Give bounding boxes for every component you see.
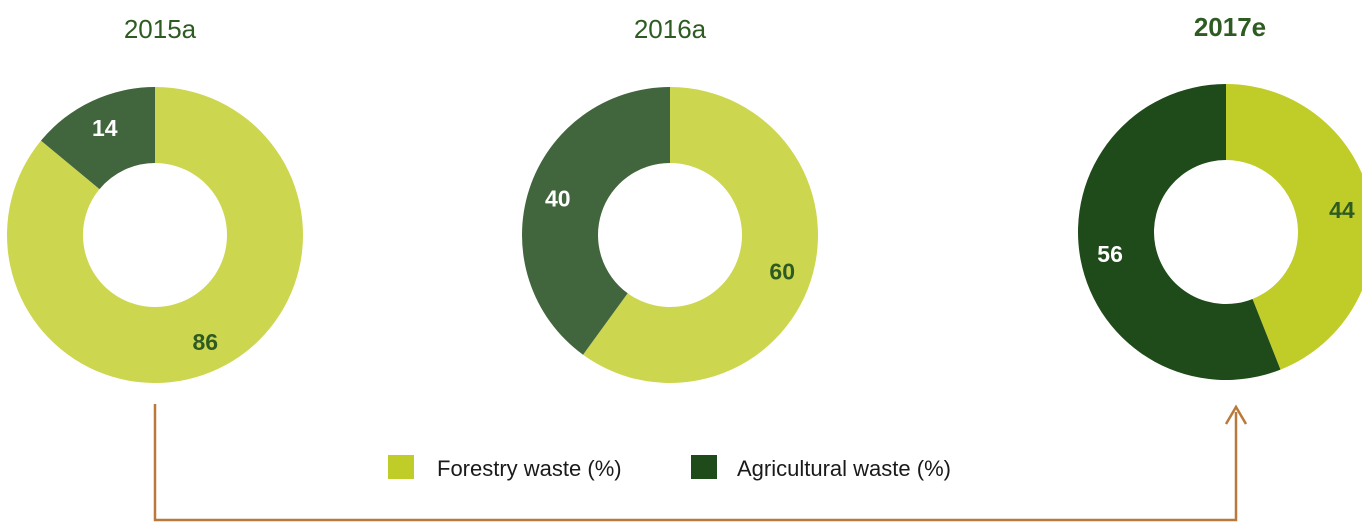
donut-chart-2015a: 2015a 86 14 (6, 14, 304, 384)
data-label-agricultural-waste: 40 (545, 186, 571, 212)
data-label-forestry-waste: 44 (1329, 197, 1355, 223)
slice-agricultural-waste (522, 87, 670, 355)
legend-swatch-agricultural (691, 455, 717, 479)
slice-agricultural-waste (40, 87, 156, 190)
legend-label-forestry: Forestry waste (%) (437, 456, 622, 481)
legend: Forestry waste (%) Agricultural waste (%… (388, 455, 951, 481)
data-label-forestry-waste: 60 (769, 258, 795, 284)
slice-forestry-waste (6, 87, 304, 384)
donut-chart-2017e: 2017e 44 56 (1078, 12, 1362, 381)
legend-swatch-forestry (388, 455, 414, 479)
data-label-agricultural-waste: 56 (1097, 241, 1123, 267)
chart-title: 2015a (124, 14, 197, 44)
slice-agricultural-waste (1078, 84, 1281, 381)
connector-arrow (153, 404, 1248, 522)
data-label-agricultural-waste: 14 (92, 115, 118, 141)
slice-forestry-waste (583, 86, 819, 383)
chart-title: 2016a (634, 14, 707, 44)
chart-title: 2017e (1194, 12, 1266, 42)
slice-forestry-waste (1226, 84, 1362, 370)
arrowhead-icon (1224, 404, 1248, 425)
donut-chart-2016a: 2016a 60 40 (522, 14, 819, 383)
connector-line (153, 404, 1238, 522)
data-label-forestry-waste: 86 (192, 329, 218, 355)
charts-layer: 2015a 86 14 2016a 60 40 2017e 44 56 (6, 12, 1362, 384)
legend-label-agricultural: Agricultural waste (%) (737, 456, 951, 481)
